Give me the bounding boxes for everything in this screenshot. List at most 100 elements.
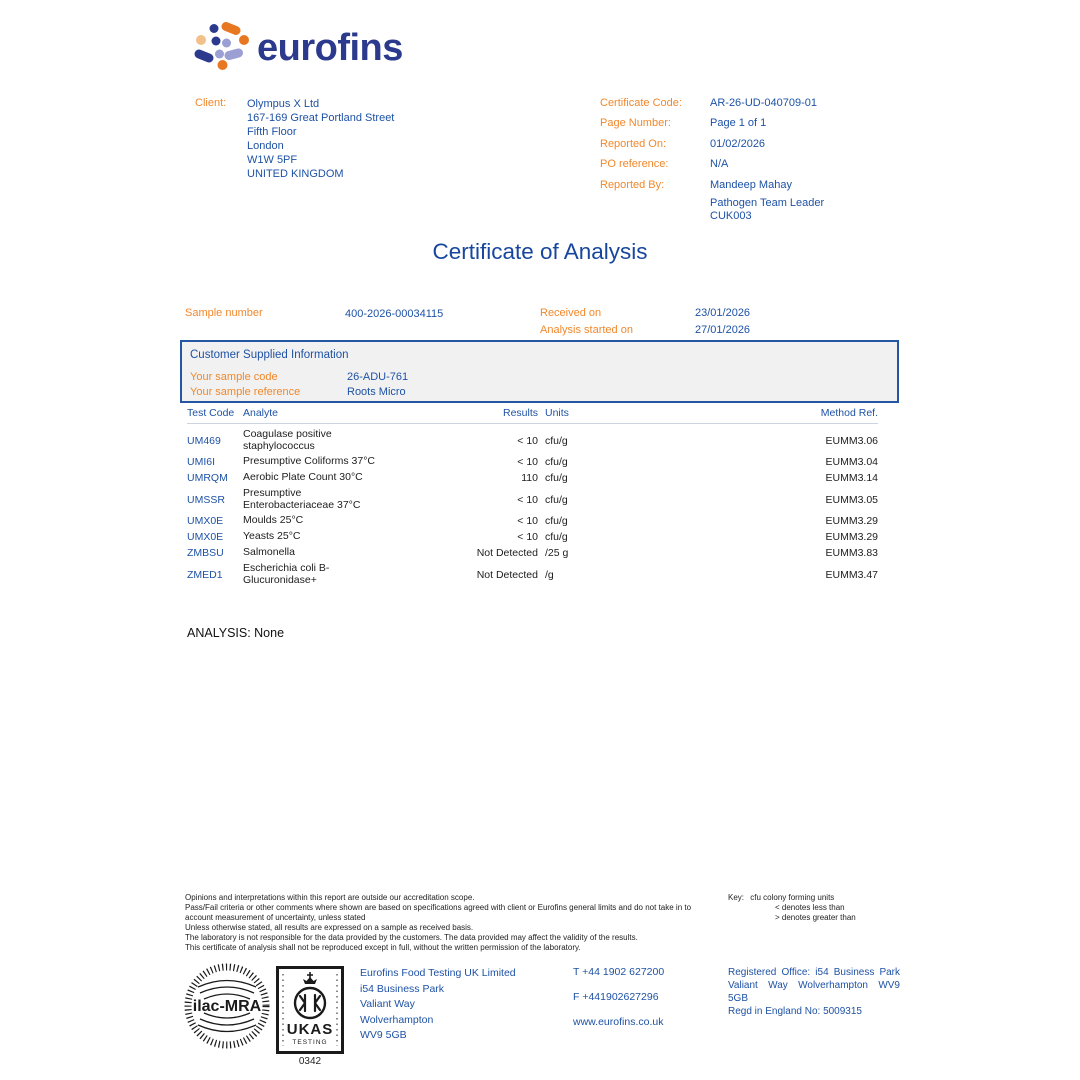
received-on-label: Received on bbox=[540, 307, 602, 319]
col-header-test-code: Test Code bbox=[187, 407, 235, 419]
key-cfu: cfu colony forming units bbox=[750, 893, 835, 902]
cell-analyte: Yeasts 25°C bbox=[243, 530, 301, 543]
ukas-logo: UKAS TESTING bbox=[276, 966, 344, 1059]
client-line: Olympus X Ltd bbox=[247, 98, 320, 110]
reporter-code: CUK003 bbox=[710, 210, 752, 222]
sample-number-label: Sample number bbox=[185, 307, 263, 319]
cell-analyte: Escherichia coli B-Glucuronidase+ bbox=[243, 562, 330, 586]
cell-result: < 10 bbox=[517, 515, 538, 527]
cell-method-ref: EUMM3.04 bbox=[825, 456, 878, 468]
cell-analyte: Aerobic Plate Count 30°C bbox=[243, 471, 363, 484]
svg-text:UKAS: UKAS bbox=[287, 1021, 334, 1038]
company-address: Eurofins Food Testing UK Limited i54 Bus… bbox=[360, 966, 516, 1044]
cell-result: Not Detected bbox=[476, 568, 538, 581]
registered-address: Registered Office: i54 Business Park Val… bbox=[728, 967, 900, 1004]
eurofins-logo: eurofins bbox=[193, 22, 403, 74]
disclaimer-line: Unless otherwise stated, all results are… bbox=[185, 923, 474, 932]
cell-test-code: ZMED1 bbox=[187, 568, 223, 581]
ilac-mra-logo: ilac-MRA bbox=[184, 963, 270, 1054]
key-line: Key: cfu colony forming units bbox=[728, 893, 856, 903]
disclaimer-line: Opinions and interpretations within this… bbox=[185, 893, 475, 902]
meta-value: Page 1 of 1 bbox=[710, 117, 767, 129]
company-line: i54 Business Park bbox=[360, 982, 445, 995]
cell-units: /25 g bbox=[545, 547, 569, 559]
contact-block: T +44 1902 627200 F +441902627296 www.eu… bbox=[573, 966, 664, 1041]
cell-result: < 10 bbox=[517, 456, 538, 468]
client-label: Client: bbox=[195, 97, 227, 109]
customer-supplied-info-box: Customer Supplied Information Your sampl… bbox=[180, 340, 899, 403]
ukas-icon: UKAS TESTING bbox=[276, 966, 344, 1054]
col-header-analyte: Analyte bbox=[243, 407, 279, 419]
meta-value: Mandeep Mahay bbox=[710, 179, 792, 191]
customer-row-value: Roots Micro bbox=[347, 386, 406, 398]
cell-analyte: Coagulase positive staphylococcus bbox=[243, 428, 332, 452]
key-line: > denotes greater than bbox=[775, 913, 856, 922]
eurofins-dots-icon bbox=[194, 22, 249, 70]
company-line: Wolverhampton bbox=[360, 1013, 434, 1026]
cell-test-code: UMX0E bbox=[187, 515, 224, 527]
website-link[interactable]: www.eurofins.co.uk bbox=[573, 1016, 664, 1028]
client-address: Olympus X Ltd 167-169 Great Portland Str… bbox=[247, 97, 394, 181]
fax-number: F +441902627296 bbox=[573, 991, 659, 1003]
client-line: 167-169 Great Portland Street bbox=[247, 112, 395, 124]
phone-number: T +44 1902 627200 bbox=[573, 966, 665, 978]
cell-method-ref: EUMM3.14 bbox=[825, 472, 878, 484]
cell-method-ref: EUMM3.29 bbox=[825, 531, 878, 543]
cell-test-code: UMSSR bbox=[187, 493, 225, 506]
col-header-method: Method Ref. bbox=[820, 407, 878, 419]
table-row: UMSSR Presumptive Enterobacteriaceae 37°… bbox=[187, 487, 878, 512]
results-table-header: Test Code Analyte Results Units Method R… bbox=[187, 407, 878, 424]
key-legend: Key: cfu colony forming units < denotes … bbox=[728, 893, 856, 923]
cell-units: /g bbox=[545, 568, 554, 581]
cell-method-ref: EUMM3.06 bbox=[825, 434, 878, 447]
disclaimer-line: This certificate of analysis shall not b… bbox=[185, 943, 581, 952]
cell-units: cfu/g bbox=[545, 434, 568, 447]
analysis-started-value: 27/01/2026 bbox=[695, 324, 751, 336]
client-line: London bbox=[247, 140, 284, 152]
cell-method-ref: EUMM3.83 bbox=[825, 547, 878, 559]
cell-analyte: Moulds 25°C bbox=[243, 514, 304, 527]
key-line: < denotes less than bbox=[775, 903, 845, 912]
cell-result: Not Detected bbox=[476, 547, 538, 559]
client-line: UNITED KINGDOM bbox=[247, 168, 344, 180]
customer-sample-code-row: Your sample code 26-ADU-761 bbox=[190, 371, 408, 383]
client-line: W1W 5PF bbox=[247, 154, 298, 166]
col-header-units: Units bbox=[545, 407, 569, 419]
customer-sample-reference-row: Your sample reference Roots Micro bbox=[190, 386, 406, 398]
meta-label: Reported By: bbox=[600, 179, 665, 191]
meta-label: PO reference: bbox=[600, 158, 669, 170]
cell-units: cfu/g bbox=[545, 493, 568, 506]
registered-number: Regd in England No: 5009315 bbox=[728, 1006, 862, 1017]
disclaimer: Opinions and interpretations within this… bbox=[185, 893, 717, 953]
cell-result: 110 bbox=[521, 472, 538, 484]
ukas-number: 0342 bbox=[298, 1056, 322, 1067]
meta-value: 01/02/2026 bbox=[710, 138, 766, 150]
registered-office: Registered Office: i54 Business Park Val… bbox=[728, 966, 900, 1018]
key-label: Key: bbox=[728, 893, 745, 902]
cell-test-code: UMI6I bbox=[187, 456, 216, 468]
table-row: ZMED1 Escherichia coli B-Glucuronidase+ … bbox=[187, 562, 878, 587]
ilac-mra-icon: ilac-MRA bbox=[184, 963, 270, 1049]
received-on-value: 23/01/2026 bbox=[695, 307, 751, 319]
cell-analyte: Salmonella bbox=[243, 546, 295, 559]
cell-test-code: ZMBSU bbox=[187, 547, 224, 559]
sample-number-value: 400-2026-00034115 bbox=[345, 308, 444, 320]
cell-result: < 10 bbox=[517, 531, 538, 543]
table-row: UMX0E Moulds 25°C < 10 cfu/g EUMM3.29 bbox=[187, 514, 878, 528]
cell-analyte: Presumptive Enterobacteriaceae 37°C bbox=[243, 487, 361, 511]
col-header-results: Results bbox=[502, 407, 538, 419]
analysis-started-label: Analysis started on bbox=[540, 324, 633, 336]
customer-row-label: Your sample reference bbox=[190, 386, 301, 398]
meta-value: AR-26-UD-040709-01 bbox=[710, 97, 817, 109]
customer-box-heading: Customer Supplied Information bbox=[190, 349, 349, 361]
table-row: UMRQM Aerobic Plate Count 30°C 110 cfu/g… bbox=[187, 471, 878, 485]
client-line: Fifth Floor bbox=[247, 126, 297, 138]
analysis-note: ANALYSIS: None bbox=[187, 626, 285, 640]
cell-method-ref: EUMM3.47 bbox=[825, 568, 878, 581]
disclaimer-line: The laboratory is not responsible for th… bbox=[185, 933, 638, 942]
company-line: Valiant Way bbox=[360, 998, 415, 1010]
logo-wordmark: eurofins bbox=[257, 27, 403, 69]
company-line: Eurofins Food Testing UK Limited bbox=[360, 967, 516, 979]
cell-units: cfu/g bbox=[545, 531, 568, 543]
